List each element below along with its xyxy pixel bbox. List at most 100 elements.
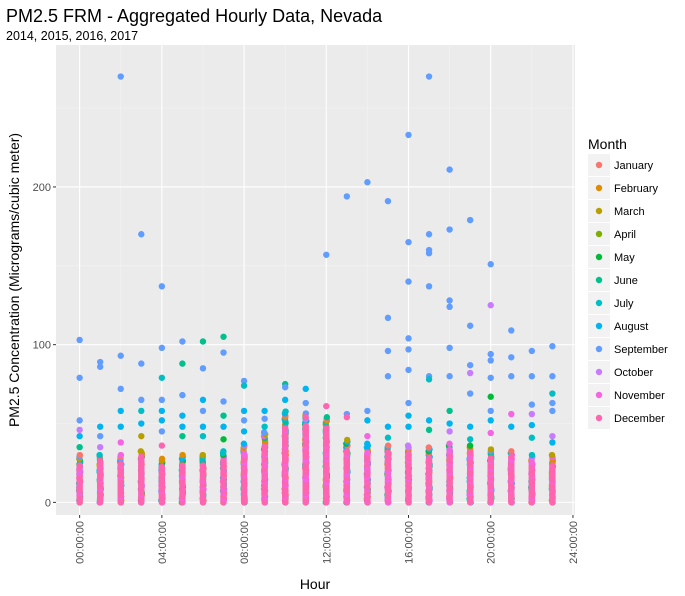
data-point	[117, 73, 124, 80]
data-point	[405, 346, 412, 353]
data-point	[138, 432, 145, 440]
data-point	[199, 432, 207, 440]
x-tick-label: 24:00:00	[568, 521, 580, 564]
data-point	[137, 448, 145, 455]
data-point	[179, 451, 186, 459]
data-point	[240, 417, 248, 424]
data-point	[549, 432, 556, 440]
data-point	[528, 373, 536, 380]
data-point	[179, 391, 186, 399]
data-point	[138, 407, 145, 415]
data-point	[138, 360, 145, 367]
legend-swatch	[595, 299, 603, 307]
data-point	[261, 423, 268, 430]
data-point	[302, 414, 309, 421]
data-point	[179, 338, 186, 345]
data-point	[425, 231, 433, 238]
data-point	[466, 449, 474, 456]
legend-swatch	[595, 184, 603, 192]
data-point	[158, 417, 166, 424]
data-point	[528, 434, 536, 441]
data-point	[425, 455, 433, 462]
legend-label: July	[614, 298, 634, 310]
data-point	[446, 446, 453, 454]
x-tick-label: 04:00:00	[157, 521, 169, 564]
data-point	[446, 420, 453, 427]
data-point	[240, 407, 248, 415]
chart-title: PM2.5 FRM - Aggregated Hourly Data, Neva…	[6, 6, 383, 26]
grid-minor	[56, 45, 575, 515]
data-point	[117, 460, 124, 468]
data-points	[75, 73, 557, 506]
x-tick-label: 16:00:00	[404, 521, 416, 564]
data-point	[549, 462, 556, 469]
data-point	[425, 73, 433, 80]
data-point	[508, 410, 515, 418]
data-point	[549, 439, 556, 446]
x-tick-label: 00:00:00	[75, 521, 87, 564]
data-point	[487, 374, 494, 381]
x-tick-label: 12:00:00	[321, 521, 333, 564]
data-point	[466, 369, 474, 377]
legend-swatch	[595, 161, 603, 169]
data-point	[405, 278, 412, 285]
data-point	[117, 451, 125, 459]
data-point	[384, 423, 392, 430]
data-point	[179, 462, 186, 469]
data-point	[281, 384, 289, 391]
data-point	[117, 407, 124, 415]
data-point	[76, 443, 83, 451]
y-tick-label: 200	[33, 182, 51, 194]
data-point	[323, 425, 330, 432]
legend-label: November	[614, 390, 665, 402]
data-point	[446, 440, 453, 447]
data-point	[466, 423, 474, 430]
data-point	[548, 451, 556, 459]
data-point	[405, 238, 412, 246]
data-point	[487, 407, 494, 415]
data-point	[220, 448, 227, 455]
data-point	[508, 373, 515, 380]
legend-label: June	[614, 275, 638, 287]
data-point	[487, 455, 494, 462]
data-point	[405, 450, 412, 458]
data-point	[323, 251, 330, 258]
data-point	[323, 414, 331, 421]
data-point	[302, 422, 309, 429]
data-point	[446, 407, 453, 415]
data-point	[117, 423, 124, 430]
data-point	[528, 347, 536, 355]
data-point	[446, 373, 453, 380]
data-point	[220, 458, 227, 465]
data-point	[384, 197, 392, 205]
data-point	[405, 412, 412, 419]
data-point	[487, 429, 494, 437]
data-point	[487, 446, 495, 453]
data-point	[199, 396, 207, 404]
data-point	[179, 412, 186, 419]
data-point	[425, 376, 433, 383]
data-point	[384, 373, 392, 380]
data-point	[261, 407, 268, 415]
data-point	[446, 344, 453, 352]
data-point	[158, 463, 166, 471]
data-point	[138, 231, 145, 238]
data-point	[528, 401, 536, 408]
legend-swatch	[595, 276, 603, 284]
legend-swatch	[595, 207, 603, 215]
data-point	[528, 451, 536, 459]
data-point	[220, 412, 227, 419]
data-point	[466, 361, 474, 369]
data-point	[466, 390, 474, 397]
x-axis-title: Hour	[300, 576, 331, 592]
data-point	[549, 399, 556, 407]
data-point	[158, 396, 166, 404]
data-point	[158, 374, 166, 381]
data-point	[549, 343, 556, 350]
x-axis: 00:00:00 04:00:00 08:00:00 12:00:00 16:00:00…	[75, 515, 580, 564]
data-point	[158, 442, 166, 449]
data-point	[179, 360, 186, 367]
data-point	[240, 440, 248, 447]
data-point	[528, 410, 536, 418]
